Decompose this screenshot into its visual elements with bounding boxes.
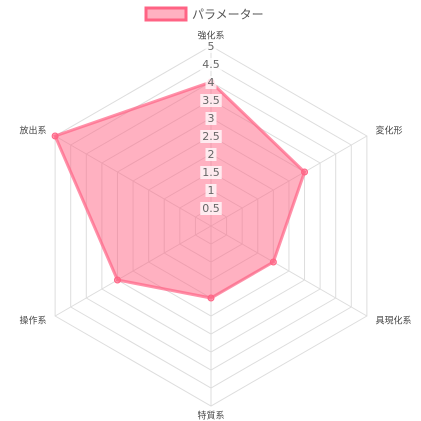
r-tick-label: 3.5 (202, 94, 220, 107)
radar-point (113, 276, 121, 284)
category-label: 放出系 (19, 125, 46, 137)
category-label: 変化形 (376, 125, 403, 137)
radar-point (51, 132, 59, 140)
legend-label: パラメーター (192, 8, 264, 22)
legend: パラメーター (144, 6, 264, 22)
r-tick-label: 2 (208, 148, 215, 161)
r-tick-label: 1.5 (202, 166, 220, 179)
r-tick-label: 1 (208, 184, 215, 197)
radar-point (207, 294, 215, 302)
legend-swatch (144, 6, 188, 22)
tick-backdrop (205, 76, 217, 89)
r-tick-label: 0.5 (202, 202, 220, 215)
tick-backdrop (200, 94, 222, 107)
category-label: 具現化系 (376, 315, 412, 327)
r-tick-label: 3 (208, 112, 215, 125)
tick-backdrop (205, 40, 217, 53)
category-label: 操作系 (19, 315, 46, 327)
r-tick-label: 2.5 (202, 130, 220, 143)
tick-backdrop (200, 202, 222, 215)
tick-backdrop (200, 166, 222, 179)
tick-backdrop (205, 184, 217, 197)
r-tick-label: 5 (208, 40, 215, 53)
category-label: 特質系 (197, 410, 224, 421)
radar-point (269, 258, 277, 266)
tick-backdrop (205, 148, 217, 161)
r-tick-label: 4.5 (202, 58, 220, 71)
r-tick-label: 4 (208, 76, 215, 89)
category-label: 強化系 (197, 30, 224, 42)
tick-backdrop (205, 112, 217, 125)
tick-backdrop (200, 130, 222, 143)
radar-point (301, 168, 309, 176)
tick-backdrop (200, 58, 222, 71)
